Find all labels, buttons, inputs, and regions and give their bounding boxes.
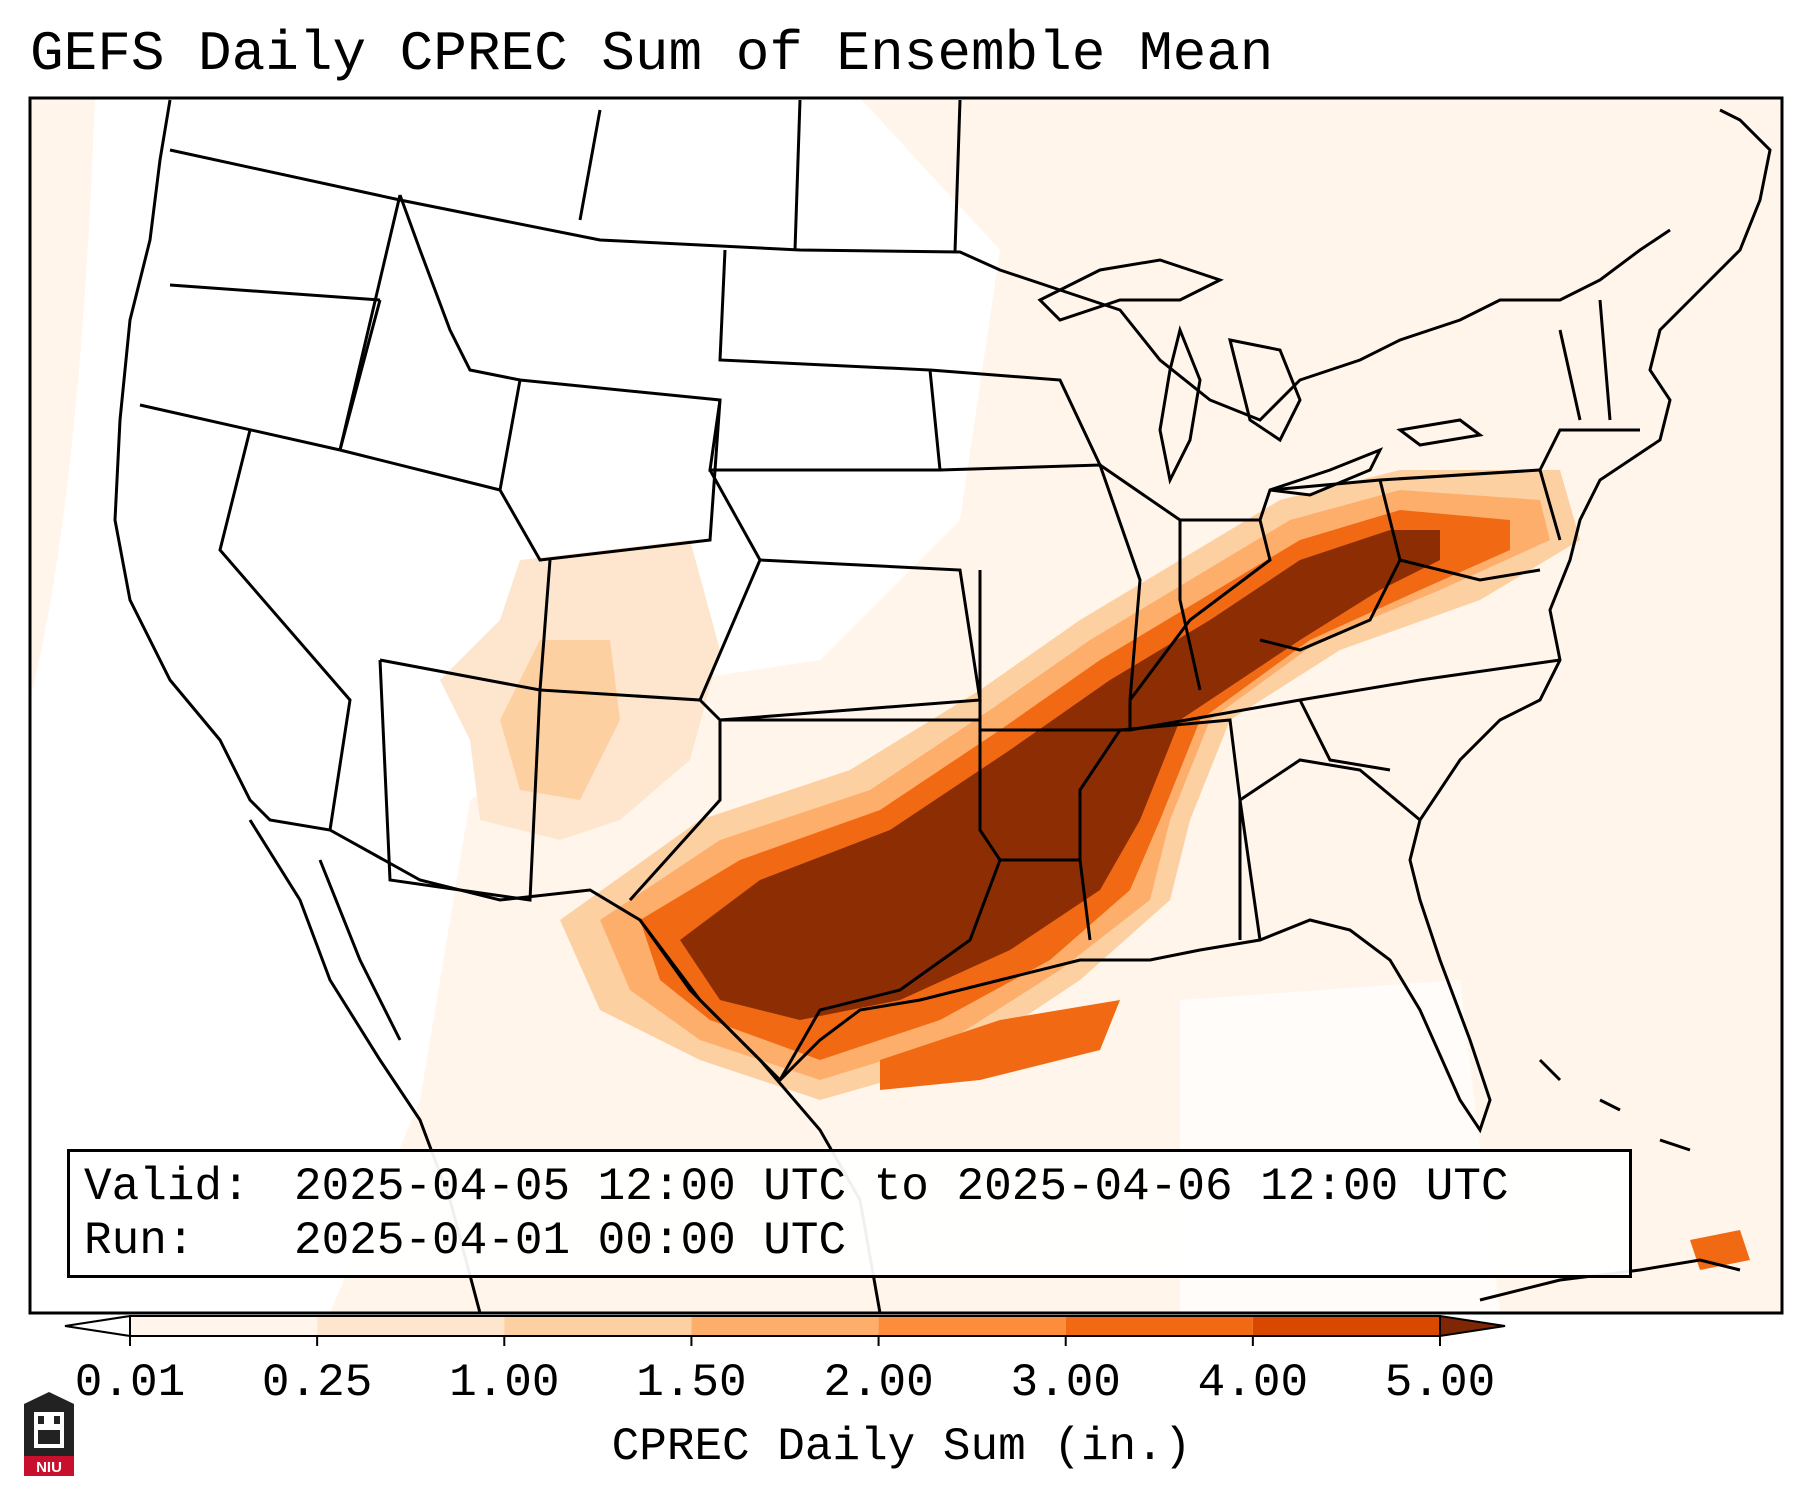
- colorbar-tick-label: 3.00: [1010, 1357, 1121, 1409]
- colorbar-segment: [504, 1316, 692, 1336]
- colorbar-tick-label: 1.50: [636, 1357, 747, 1409]
- us-outline: [113, 99, 1772, 1134]
- colorbar-segment: [691, 1316, 879, 1336]
- valid-run-box: Valid: 2025-04-05 12:00 UTC to 2025-04-06…: [67, 1149, 1632, 1278]
- map-frame: [28, 96, 1784, 1315]
- precip-band-heavy: [680, 530, 1440, 1020]
- lake-ontario: [1396, 418, 1484, 447]
- colorbar-frame: [129, 1315, 1441, 1337]
- valid-label: Valid:: [84, 1161, 250, 1213]
- lake-superior: [1037, 258, 1224, 322]
- colorbar-segment: [317, 1316, 505, 1336]
- run-label: Run:: [84, 1215, 195, 1267]
- canada-border: [169, 148, 1671, 422]
- logo-text: NIU: [36, 1459, 62, 1476]
- colorbar-segment: [878, 1316, 1066, 1336]
- colorbar-label: CPREC Daily Sum (in.): [611, 1421, 1192, 1473]
- colorbar-tick-label: 4.00: [1197, 1357, 1309, 1409]
- colorbar-segment: [1252, 1316, 1440, 1336]
- lake-michigan: [1158, 325, 1202, 485]
- run-value: 2025-04-01 00:00 UTC: [294, 1215, 847, 1267]
- precip-gulf: [880, 1000, 1120, 1090]
- colorbar-segment: [1065, 1316, 1253, 1336]
- niu-logo: NIU: [24, 1392, 74, 1476]
- colorbar-tick-label: 0.01: [74, 1357, 186, 1409]
- colorbar-tick-label: 1.00: [449, 1357, 560, 1409]
- colorbar-under-triangle: [64, 1314, 131, 1338]
- colorbar: [64, 1314, 1506, 1346]
- map-title: GEFS Daily CPREC Sum of Ensemble Mean: [30, 22, 1274, 86]
- cuba-outline: [1479, 1058, 1741, 1302]
- colorbar-over-triangle: [1439, 1314, 1506, 1338]
- lake-huron: [1227, 338, 1302, 443]
- lake-erie: [1269, 447, 1384, 497]
- valid-value: 2025-04-05 12:00 UTC to 2025-04-06 12:00…: [294, 1161, 1509, 1213]
- state-borders: [139, 99, 1640, 1081]
- colorbar-tick-label: 5.00: [1384, 1357, 1496, 1409]
- colorbar-segment: [130, 1316, 318, 1336]
- precip-rockies-core: [500, 640, 620, 800]
- colorbar-tick-label: 0.25: [261, 1357, 373, 1409]
- colorbar-tick-label: 2.00: [823, 1357, 934, 1409]
